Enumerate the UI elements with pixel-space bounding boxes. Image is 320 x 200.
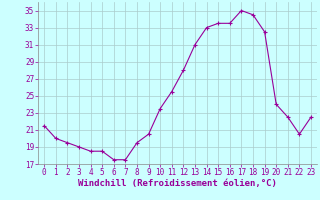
X-axis label: Windchill (Refroidissement éolien,°C): Windchill (Refroidissement éolien,°C) [78,179,277,188]
